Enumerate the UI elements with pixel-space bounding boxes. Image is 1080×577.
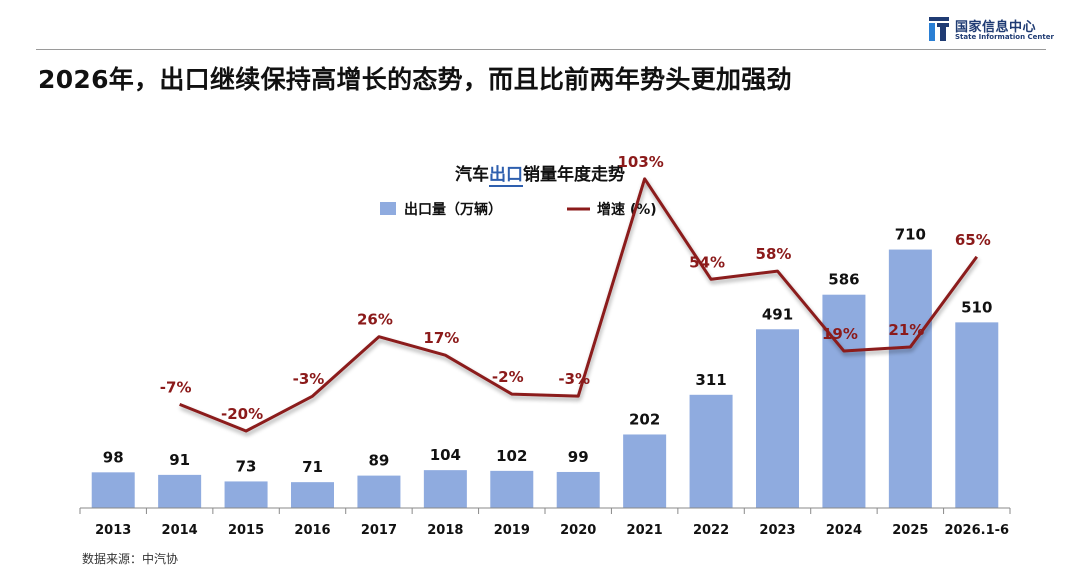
bar-value-label-2014: 91	[169, 451, 190, 469]
x-tick-label-2021: 2021	[627, 523, 663, 538]
x-tick-label-2014: 2014	[162, 523, 198, 538]
bar-2017	[357, 475, 401, 508]
bar-value-label-2021: 202	[629, 410, 660, 428]
page-headline: 2026年，出口继续保持高增长的态势，而且比前两年势头更加强劲	[38, 65, 792, 94]
growth-label-2019: -2%	[492, 368, 524, 386]
growth-label-2025: 21%	[888, 321, 924, 339]
logo: 国家信息中心 State Information Center	[929, 16, 1054, 46]
chart-title-part-3: 销量年度走势	[523, 165, 625, 185]
x-tick-label-2019: 2019	[494, 523, 530, 538]
bar-value-label-2013: 98	[103, 448, 124, 466]
growth-label-2024: 19%	[822, 325, 858, 343]
bar-2016	[291, 482, 334, 508]
x-tick-label-2023: 2023	[759, 523, 795, 538]
x-tick-label-2013: 2013	[95, 523, 131, 538]
bar-value-label-2026.1-6: 510	[961, 298, 992, 316]
bar-2018	[423, 470, 467, 508]
chart-title-part-2: 出口	[489, 165, 523, 187]
x-tick-label-2017: 2017	[361, 523, 397, 538]
bar-value-label-2025: 710	[895, 226, 926, 244]
growth-label-2016: -3%	[293, 370, 325, 388]
state-information-center-logo-icon	[929, 17, 949, 41]
bar-value-label-2018: 104	[430, 446, 461, 464]
growth-label-2014: -7%	[160, 378, 192, 396]
data-source-note: 数据来源：中汽协	[82, 552, 179, 566]
bar-2023	[756, 329, 799, 508]
x-tick-label-2016: 2016	[294, 523, 330, 538]
x-tick-label-2026.1-6: 2026.1-6	[944, 523, 1009, 538]
header-divider	[36, 49, 1046, 50]
bar-value-label-2024: 586	[828, 271, 859, 289]
bar-2024	[822, 294, 866, 508]
x-tick-label-2025: 2025	[892, 523, 928, 538]
x-tick-label-2020: 2020	[560, 523, 596, 538]
bar-value-label-2022: 311	[695, 371, 726, 389]
logo-text-en: State Information Center	[955, 33, 1054, 41]
legend-bar-label: 出口量（万辆）	[404, 201, 502, 218]
growth-label-2017: 26%	[357, 311, 393, 329]
chart-legend: 出口量（万辆） 增速 (%)	[380, 201, 657, 218]
bar-value-label-2017: 89	[368, 452, 389, 470]
bar-2014	[158, 474, 202, 508]
bar-2015	[224, 481, 268, 508]
bar-2021	[623, 434, 667, 508]
growth-line	[179, 177, 978, 433]
x-tick-label-2015: 2015	[228, 523, 264, 538]
chart-title-part-1: 汽车	[455, 165, 489, 185]
growth-label-2018: 17%	[423, 329, 459, 347]
bar-2019	[490, 470, 534, 508]
bar-2025	[888, 249, 932, 508]
growth-label-2015: -20%	[221, 405, 263, 423]
bar-2026.1-6	[955, 322, 999, 508]
growth-label-2020: -3%	[558, 370, 590, 388]
bar-2022	[689, 394, 733, 508]
bar-2020	[556, 471, 600, 508]
bar-value-label-2023: 491	[762, 305, 793, 323]
bar-value-label-2016: 71	[302, 458, 323, 476]
x-tick-label-2018: 2018	[427, 523, 463, 538]
growth-label-2021: 103%	[617, 153, 663, 171]
bar-value-label-2020: 99	[568, 448, 589, 466]
legend-line-label: 增速 (%)	[597, 201, 657, 218]
legend-bar-swatch	[380, 202, 396, 215]
chart-title: 汽车出口销量年度走势	[0, 160, 1080, 187]
x-tick-label-2024: 2024	[826, 523, 862, 538]
growth-label-2023: 58%	[756, 245, 792, 263]
bar-2013	[91, 472, 135, 508]
bar-value-label-2015: 73	[236, 457, 257, 475]
logo-text-cn: 国家信息中心	[955, 20, 1037, 35]
growth-label-2022: 54%	[689, 253, 725, 271]
x-tick-label-2022: 2022	[693, 523, 729, 538]
bar-value-label-2019: 102	[496, 447, 527, 465]
growth-label-2026.1-6: 65%	[955, 231, 991, 249]
